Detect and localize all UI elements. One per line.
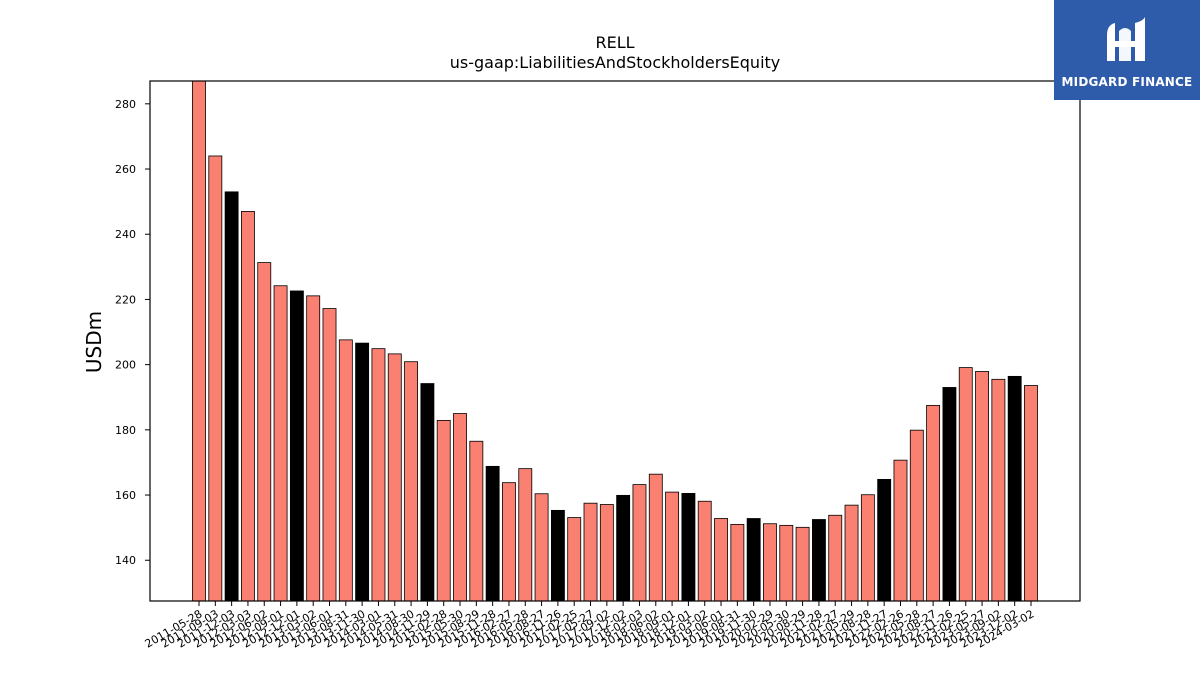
bar-2019-11-30	[746, 518, 761, 602]
bar-2015-02-28	[436, 419, 451, 602]
bar-2020-08-29	[795, 526, 810, 602]
bar-2023-12-02	[1007, 375, 1022, 602]
plot-frame	[149, 80, 1081, 602]
bar-2012-03-03	[241, 211, 255, 602]
bar-2012-06-02	[257, 262, 272, 602]
y-tick-label: 200	[115, 359, 136, 372]
bar-2017-12-02	[616, 494, 631, 602]
brand-logo: MIDGARD FINANCE	[1054, 0, 1200, 100]
bar-2020-05-30	[779, 524, 794, 602]
bar-2022-02-26	[893, 459, 908, 602]
bar-2014-08-30	[404, 361, 418, 602]
bar-2018-03-03	[632, 484, 647, 602]
y-tick-label: 260	[115, 163, 136, 176]
bar-2014-03-01	[371, 348, 386, 602]
bar-2021-02-27	[828, 514, 843, 602]
bar-2019-08-31	[730, 523, 745, 602]
bar-2021-05-29	[844, 504, 859, 602]
bar-2011-09-03	[208, 155, 223, 602]
chart-title: RELL	[595, 33, 634, 52]
bar-2012-12-01	[289, 290, 304, 602]
bar-2023-02-25	[958, 367, 973, 602]
bar-2018-09-01	[665, 491, 680, 602]
bar-2022-08-27	[926, 404, 941, 602]
bar-2011-05-28	[192, 80, 206, 602]
bar-2015-05-30	[453, 413, 467, 602]
bar-2013-03-02	[306, 295, 321, 602]
bar-2019-03-02	[697, 500, 712, 602]
y-tick-label: 140	[115, 554, 136, 567]
bar-2016-02-27	[502, 482, 516, 602]
bar-2017-02-25	[567, 517, 582, 602]
x-axis-ticks: 2011-05-282011-09-032011-12-032012-03-03…	[143, 601, 1037, 651]
bar-2011-12-03	[224, 191, 239, 602]
y-tick-label: 160	[115, 489, 136, 502]
bar-2013-06-01	[322, 308, 337, 602]
bar-2017-05-27	[583, 502, 598, 602]
bar-2013-11-30	[355, 342, 370, 602]
bar-2020-11-28	[812, 519, 826, 602]
bar-2016-11-26	[550, 509, 565, 602]
bar-2018-12-01	[681, 493, 696, 602]
bar-2024-03-02	[1024, 385, 1038, 602]
y-tick-label: 280	[115, 98, 136, 111]
bar-2018-06-02	[648, 473, 663, 602]
bar-2013-08-31	[338, 339, 353, 602]
bar-2017-09-02	[599, 504, 614, 602]
bar-2016-05-28	[518, 468, 533, 602]
bar-2014-11-29	[420, 383, 435, 602]
y-tick-label: 220	[115, 293, 136, 306]
bars-layer	[192, 80, 1038, 602]
y-axis-ticks: 140 160 180 200 220 240 260 280	[115, 98, 150, 567]
y-tick-label: 240	[115, 228, 136, 241]
bar-2015-11-28	[485, 465, 500, 602]
bar-2022-11-26	[942, 387, 957, 602]
chart-subtitle: us-gaap:LiabilitiesAndStockholdersEquity	[450, 53, 781, 72]
bar-2022-05-28	[909, 429, 924, 602]
bar-2019-06-01	[714, 518, 728, 602]
bar-2014-05-31	[387, 353, 402, 602]
midgard-logo-icon	[1107, 17, 1145, 61]
y-tick-label: 180	[115, 424, 136, 437]
y-axis-label: USDm	[82, 311, 106, 373]
bar-2021-08-28	[860, 494, 875, 602]
bar-2016-08-27	[534, 493, 549, 602]
bar-2020-02-29	[763, 523, 777, 602]
bar-2012-09-01	[273, 285, 288, 602]
bar-2021-11-27	[877, 478, 892, 602]
bar-2023-09-02	[991, 378, 1006, 602]
bar-2015-08-29	[469, 440, 484, 602]
bar-2023-05-27	[975, 371, 989, 602]
brand-name: MIDGARD FINANCE	[1061, 75, 1193, 89]
